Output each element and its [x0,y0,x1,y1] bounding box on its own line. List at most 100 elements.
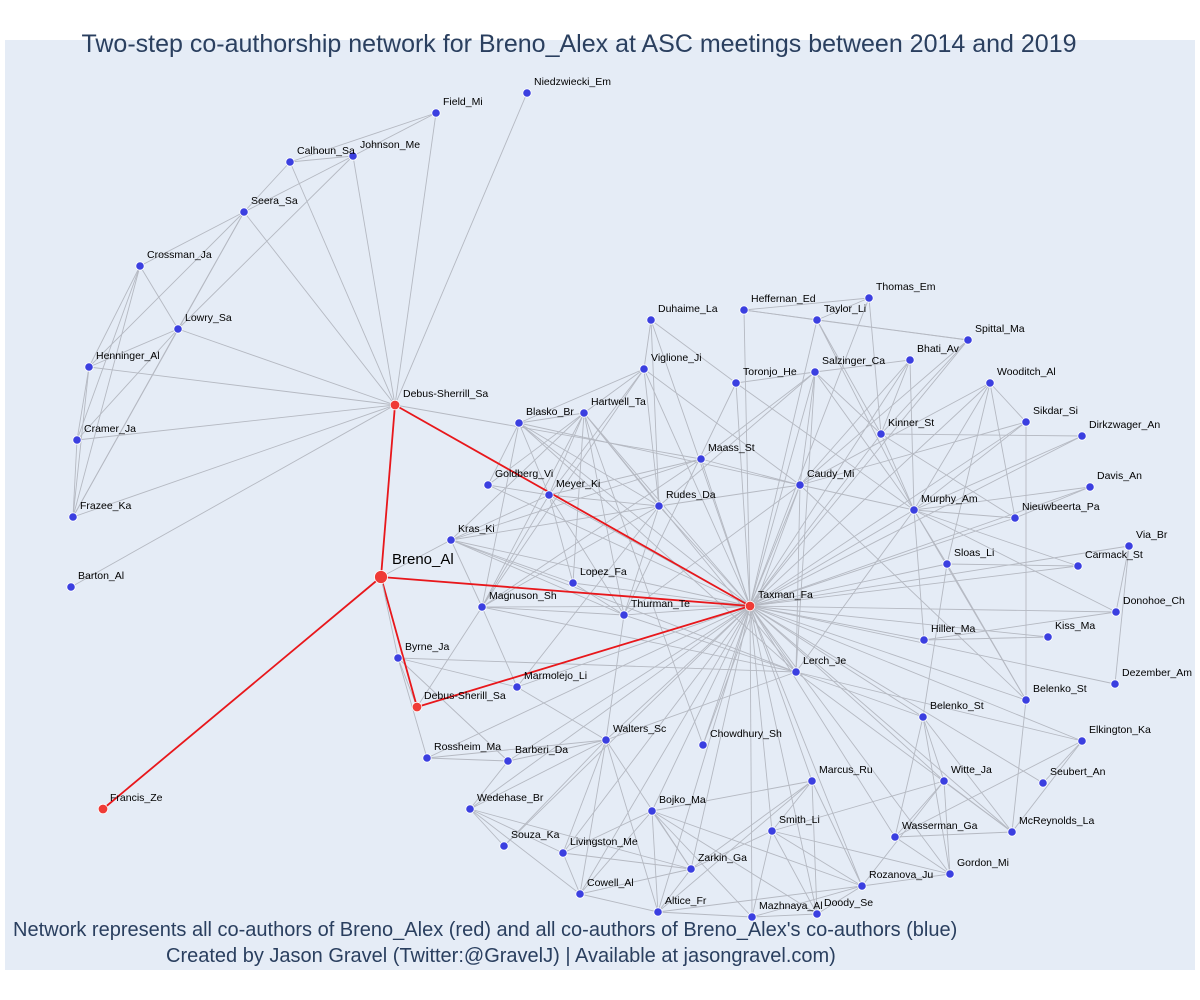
node-Belenko_St2[interactable] [918,712,928,722]
node-Lowry_Sa[interactable] [173,324,183,334]
edge-Debus-Sherrill_Sa-Cramer_Ja [76,404,396,441]
node-Witte_Ja[interactable] [939,776,949,786]
node-Sikdar_Si[interactable] [1021,417,1031,427]
node-Rudes_Da[interactable] [654,501,664,511]
edge-Thurman_Te-Walters_Sc [605,614,625,741]
node-Taxman_Fa[interactable] [744,600,756,612]
node-Magnuson_Sh[interactable] [477,602,487,612]
node-Wasserman_Ga[interactable] [890,832,900,842]
node-Cramer_Ja[interactable] [72,435,82,445]
node-Via_Br[interactable] [1124,541,1134,551]
edge-Magnuson_Sh-Marmolejo_Li [481,606,518,688]
edge-Dirkzwager_An-Murphy_Am [913,435,1083,511]
node-Johnson_Me[interactable] [348,151,358,161]
edge-Heffernan_Ed-Thomas_Em [743,297,870,311]
node-Thomas_Em[interactable] [864,293,874,303]
node-label-Wasserman_Ga: Wasserman_Ga [902,820,978,832]
node-Byrne_Ja[interactable] [393,653,403,663]
node-label-Kinner_St: Kinner_St [888,417,934,429]
node-Smith_Li[interactable] [767,826,777,836]
node-Hiller_Ma[interactable] [919,635,929,645]
node-Altice_Fr[interactable] [653,907,663,917]
node-Kiss_Ma[interactable] [1043,632,1053,642]
node-Thurman_Te[interactable] [619,610,629,620]
node-Breno_Al[interactable] [374,570,388,584]
node-Walters_Sc[interactable] [601,735,611,745]
node-Lerch_Je[interactable] [791,667,801,677]
edge-Bojko_Ma-Livingston_Me [562,810,653,854]
node-Maass_St[interactable] [696,454,706,464]
node-Niedzwiecki_Em[interactable] [522,88,532,98]
node-Debus-Sherrill_Sa[interactable] [389,399,401,411]
node-Blasko_Br[interactable] [514,418,524,428]
edge-Taxman_Fa-Kras_Ki [450,539,751,607]
node-Hartwell_Ta[interactable] [579,408,589,418]
edge-Chowdhury_Sh-Hartwell_Ta [583,412,704,746]
node-Taylor_Li[interactable] [812,315,822,325]
node-Toronjo_He[interactable] [731,378,741,388]
node-Viglione_Ji[interactable] [639,364,649,374]
edge-Maass_St-Kras_Ki [450,458,702,541]
node-Bhati_Av[interactable] [905,355,915,365]
node-Salzinger_Ca[interactable] [810,367,820,377]
edge-Debus-Sherrill_Sa-Frazee_Ka [72,404,396,518]
node-Francis_Ze[interactable] [97,803,109,815]
node-Kras_Ki[interactable] [446,535,456,545]
node-Livingston_Me[interactable] [558,848,568,858]
edge-Duhaime_La-Toronjo_He [650,319,737,384]
node-Barton_Al[interactable] [66,582,76,592]
node-Caudy_Mi[interactable] [795,480,805,490]
node-Crossman_Ja[interactable] [135,261,145,271]
node-Donohoe_Ch[interactable] [1111,607,1121,617]
edge-Rossheim_Ma-Barberi_Da [426,757,509,762]
edge-Taxman_Fa-Bhati_Av [749,359,911,607]
node-Seubert_An[interactable] [1038,778,1048,788]
node-Rozanova_Ju[interactable] [857,881,867,891]
node-Goldberg_Vi[interactable] [483,480,493,490]
node-Cowell_Al[interactable] [575,889,585,899]
node-Rossheim_Ma[interactable] [422,753,432,763]
node-Sloas_Li[interactable] [942,559,952,569]
node-Dezember_Am[interactable] [1110,679,1120,689]
node-Souza_Ka[interactable] [499,841,509,851]
node-Calhoun_Sa[interactable] [285,157,295,167]
edge-Bojko_Ma-Altice_Fr [651,810,659,913]
node-Spittal_Ma[interactable] [963,335,973,345]
node-Wooditch_Al[interactable] [985,378,995,388]
edge-Walters_Sc-Wedehase_Br [469,739,607,810]
edge-Murphy_Am-Caudy_Mi [799,484,915,511]
node-Nieuwbeerta_Pa[interactable] [1010,513,1020,523]
node-Bojko_Ma[interactable] [647,806,657,816]
node-label-Wedehase_Br: Wedehase_Br [477,792,544,804]
node-Zarkin_Ga[interactable] [686,864,696,874]
node-McReynolds_La[interactable] [1007,827,1017,837]
node-Lopez_Fa[interactable] [568,578,578,588]
node-Debus-Sherill_Sa[interactable] [411,701,423,713]
node-Carmack_St[interactable] [1073,561,1083,571]
node-Dirkzwager_An[interactable] [1077,431,1087,441]
node-Mazhnaya_Al[interactable] [747,912,757,922]
node-Wedehase_Br[interactable] [465,804,475,814]
edge-Debus-Sherrill_Sa-Taxman_Fa [394,404,751,607]
node-Chowdhury_Sh[interactable] [698,740,708,750]
node-Frazee_Ka[interactable] [68,512,78,522]
node-Seera_Sa[interactable] [239,207,249,217]
node-Kinner_St[interactable] [876,429,886,439]
node-Gordon_Mi[interactable] [945,869,955,879]
node-Marcus_Ru[interactable] [807,776,817,786]
node-Murphy_Am[interactable] [909,505,919,515]
node-Field_Mi[interactable] [431,108,441,118]
node-Davis_An[interactable] [1085,482,1095,492]
node-Heffernan_Ed[interactable] [739,305,749,315]
node-Meyer_Ki[interactable] [544,490,554,500]
edge-Spittal_Ma-Kinner_St [880,339,969,435]
node-Marmolejo_Li[interactable] [512,682,522,692]
edge-Thurman_Te-Lerch_Je [623,614,797,673]
node-Belenko_St[interactable] [1021,695,1031,705]
edge-Meyer_Ki-Magnuson_Sh [481,494,550,608]
node-Elkington_Ka[interactable] [1077,736,1087,746]
node-Doody_Se[interactable] [812,909,822,919]
node-Barberi_Da[interactable] [503,756,513,766]
node-Duhaime_La[interactable] [646,315,656,325]
node-Henninger_Al[interactable] [84,362,94,372]
